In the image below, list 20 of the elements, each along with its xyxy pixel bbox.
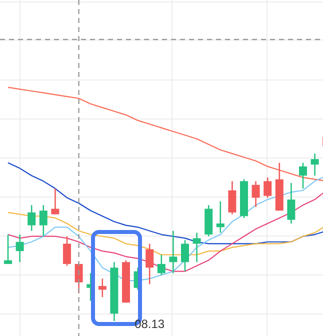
candlestick [228,180,236,215]
candlestick [4,234,12,265]
candlestick [181,239,189,272]
candlestick [299,162,307,190]
candlestick [63,236,71,266]
candlestick [287,182,296,224]
x-tick-label: 08.13 [134,317,165,331]
candlestick [157,254,166,276]
candlestick [98,278,106,298]
candlestick [39,204,48,238]
candlestick [51,188,60,215]
candlestick [252,180,260,208]
candlestick [264,176,272,198]
candlestick [310,152,319,176]
candlestick [169,230,178,274]
candlestick [146,243,154,285]
candlestick [28,204,36,232]
candlestick [16,234,24,263]
candlestick [192,232,201,263]
candlestick [216,200,224,234]
